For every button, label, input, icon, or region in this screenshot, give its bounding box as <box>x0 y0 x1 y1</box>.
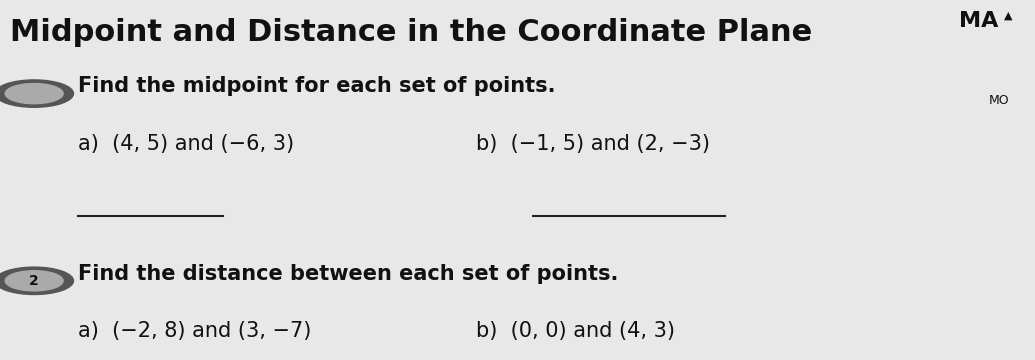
Text: a)  (−2, 8) and (3, −7): a) (−2, 8) and (3, −7) <box>78 321 310 341</box>
Circle shape <box>0 80 73 107</box>
Circle shape <box>5 84 63 104</box>
Text: 2: 2 <box>29 274 39 288</box>
Text: MO: MO <box>988 94 1009 107</box>
Circle shape <box>0 267 73 294</box>
Text: b)  (−1, 5) and (2, −3): b) (−1, 5) and (2, −3) <box>476 134 710 154</box>
Circle shape <box>5 271 63 291</box>
Text: a)  (4, 5) and (−6, 3): a) (4, 5) and (−6, 3) <box>78 134 294 154</box>
Text: b)  (0, 0) and (4, 3): b) (0, 0) and (4, 3) <box>476 321 675 341</box>
Text: Midpoint and Distance in the Coordinate Plane: Midpoint and Distance in the Coordinate … <box>10 18 812 47</box>
Text: Find the distance between each set of points.: Find the distance between each set of po… <box>78 264 618 284</box>
Text: MA: MA <box>959 11 999 31</box>
Text: Find the midpoint for each set of points.: Find the midpoint for each set of points… <box>78 76 555 96</box>
Text: ▲: ▲ <box>1004 11 1012 21</box>
